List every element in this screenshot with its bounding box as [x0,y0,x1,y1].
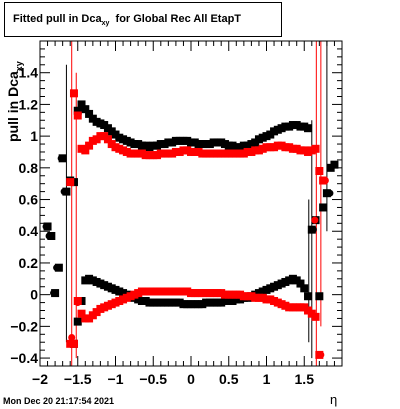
data-point [315,292,323,300]
data-point [45,232,53,240]
data-point [42,222,50,230]
x-tick-label: −0.5 [139,371,167,387]
timestamp: Mon Dec 20 21:17:54 2021 [3,396,115,406]
chart-title-subscript: xy [101,20,110,28]
chart-marks [42,41,339,366]
y-tick-label: −0.4 [10,350,38,366]
data-point [53,264,61,272]
data-point [81,146,90,155]
x-tick-label: 0 [187,371,195,387]
data-point [69,89,78,98]
data-point [77,309,86,318]
data-point [73,317,82,326]
y-tick-label: 1.2 [19,96,39,112]
data-point [311,216,319,224]
data-point [311,144,320,153]
y-tick-label: 0 [30,287,38,303]
x-tick-label: −2 [32,371,48,387]
data-point [326,189,334,197]
y-tick-label: 1.4 [19,65,39,81]
data-point [85,109,94,118]
y-tick-label: 0.8 [19,160,39,176]
data-point [319,203,328,212]
x-tick-label: 1 [263,371,271,387]
x-tick-label: 1.5 [295,371,315,387]
y-axis-label: pull in Dcaxy [5,61,24,142]
x-axis: −2 −1.5 −1 −0.5 0 0.5 1 1.5 [32,41,343,387]
data-point [304,124,313,133]
y-axis-label-subscript: xy [13,61,24,72]
data-point [77,100,86,109]
x-tick-label: −1.5 [64,371,92,387]
data-point [103,135,112,144]
data-point [73,106,82,115]
data-point [50,289,58,297]
x-tick-label: 0.5 [219,371,239,387]
data-point [81,105,90,114]
data-point [317,351,325,359]
data-point [330,161,338,169]
data-point [85,141,94,150]
chart-title-box: Fitted pull in Dcaxy for Global Rec All … [4,2,282,37]
data-point [66,178,75,187]
chart-title: Fitted pull in Dcaxy for Global Rec All … [13,13,241,27]
y-tick-label: 0.6 [19,192,39,208]
data-point [68,333,76,341]
data-point [304,292,313,301]
data-point [311,312,320,321]
data-point [309,226,317,234]
data-point [57,154,65,162]
data-point [300,284,309,293]
y-tick-label: 0.4 [19,223,39,239]
data-point [74,299,82,307]
data-point [321,177,329,185]
data-point [73,111,82,120]
data-point [296,279,305,288]
y-tick-label: −0.2 [10,318,38,334]
data-point [60,188,68,196]
x-tick-label: −1 [108,371,124,387]
x-axis-label: η [330,392,338,407]
data-point [315,167,324,175]
y-tick-label: 1 [30,128,38,144]
chart-title-main: Fitted pull in Dca [13,13,102,25]
chart-title-suffix: for Global Rec All EtapT [109,13,242,25]
data-point [69,339,78,348]
y-axis-label-main: pull in Dca [5,71,21,142]
y-tick-label: 0.2 [19,255,39,271]
y-axis: −0.4 −0.2 0 0.2 0.4 0.6 0.8 1 1.2 1.4 [10,40,342,367]
